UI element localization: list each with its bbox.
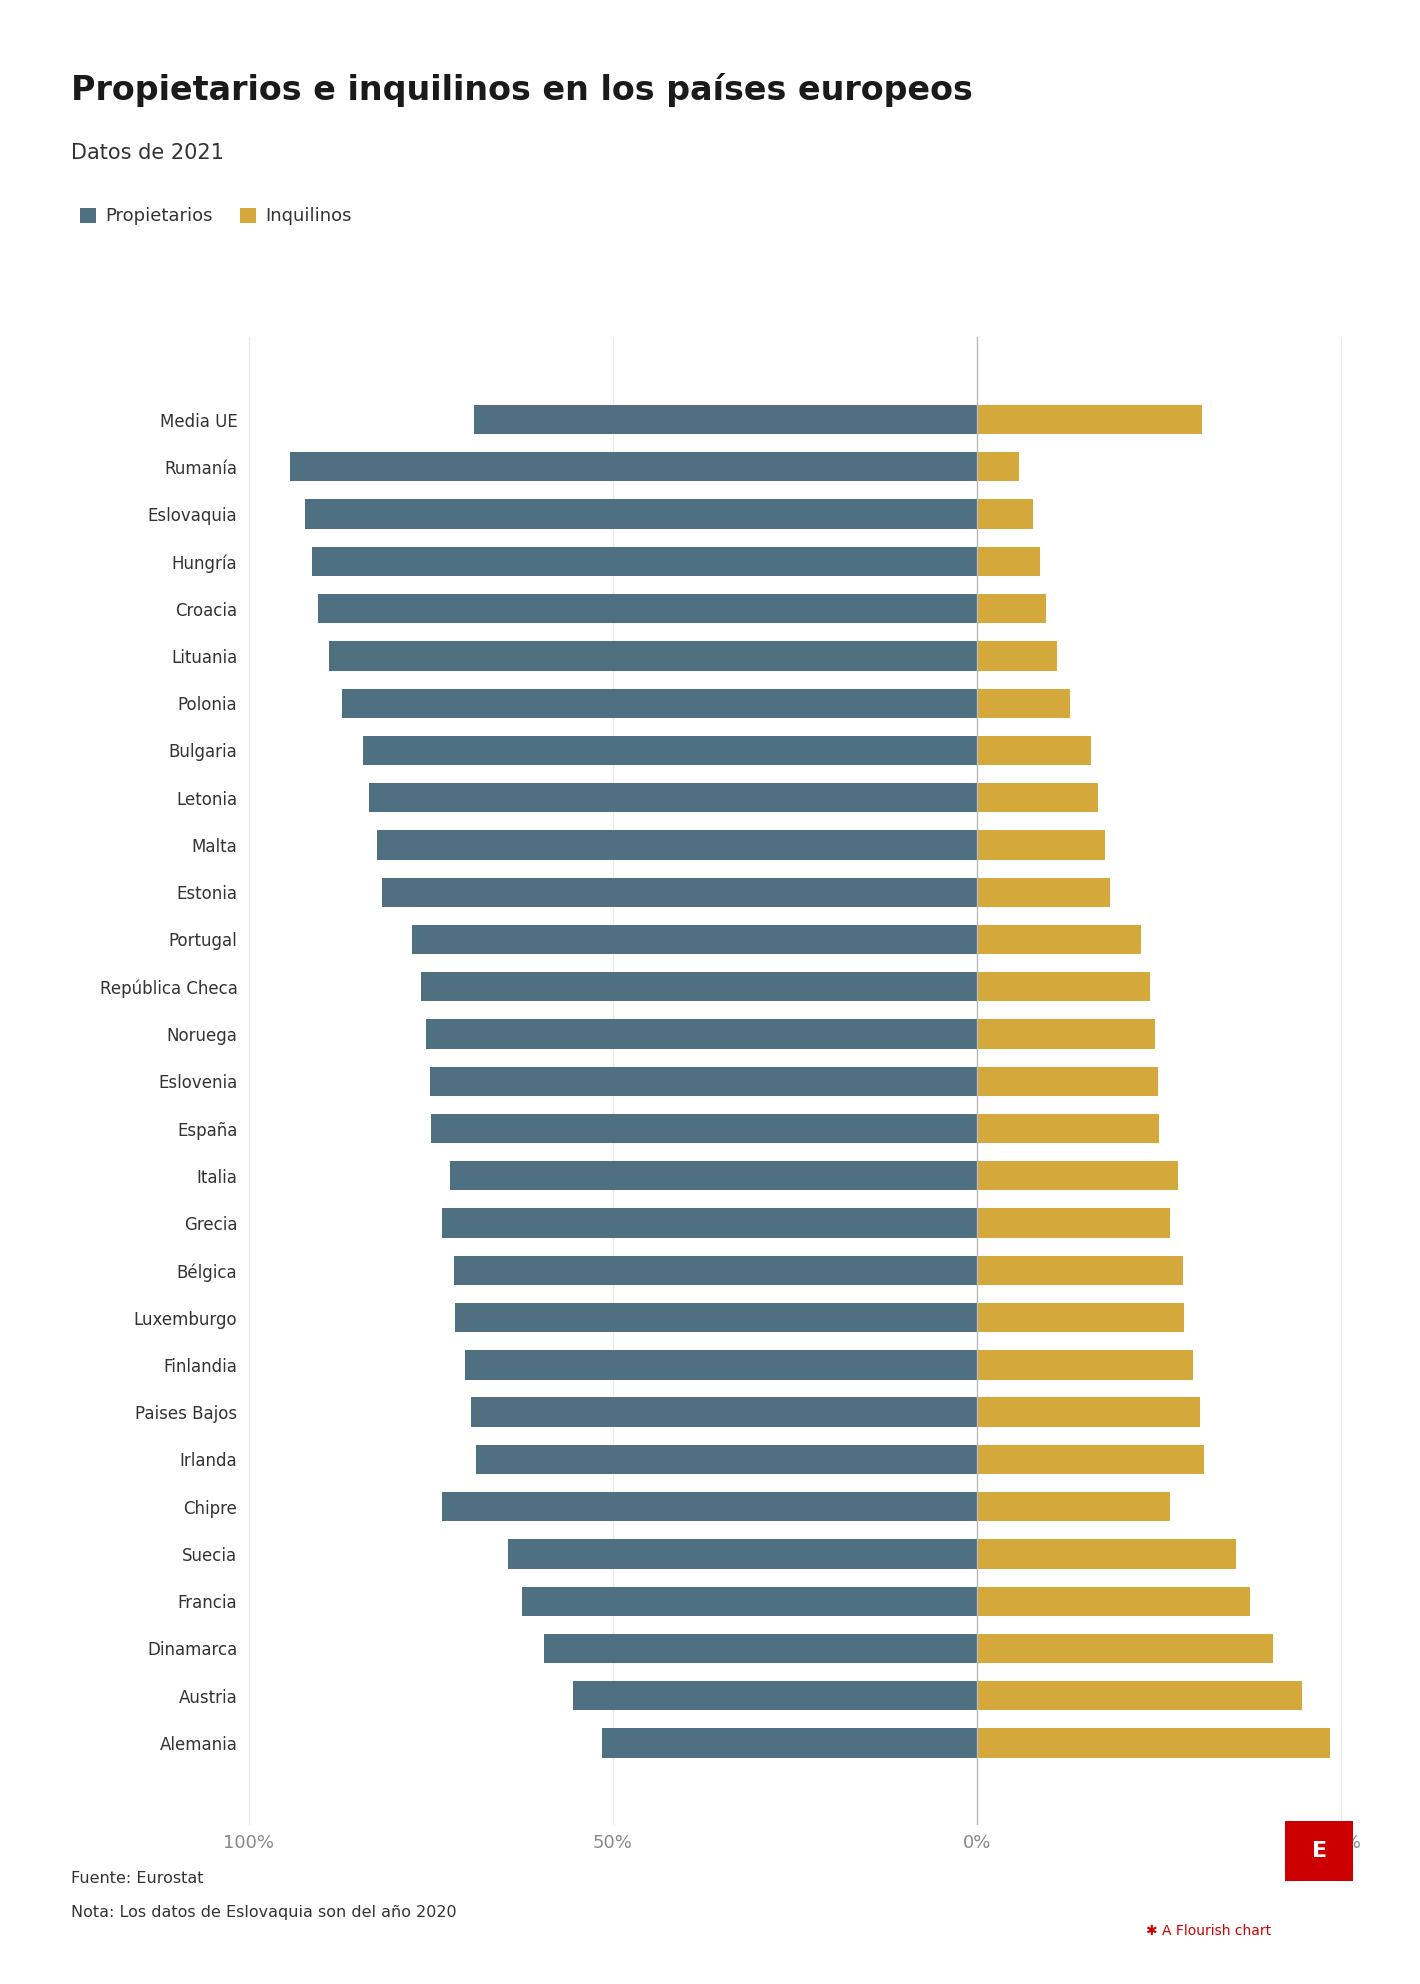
Bar: [412, 925, 977, 954]
Bar: [977, 736, 1092, 766]
Bar: [977, 1492, 1170, 1522]
Bar: [312, 548, 977, 575]
Bar: [521, 1587, 977, 1615]
Bar: [977, 1208, 1170, 1238]
Bar: [369, 784, 977, 811]
Bar: [977, 548, 1041, 575]
Text: Datos de 2021: Datos de 2021: [71, 143, 224, 163]
Bar: [977, 1303, 1184, 1333]
Bar: [422, 972, 977, 1002]
Bar: [318, 593, 977, 623]
Bar: [977, 877, 1110, 907]
Bar: [977, 1020, 1154, 1050]
Bar: [476, 1444, 977, 1474]
Bar: [977, 1256, 1183, 1286]
Bar: [426, 1020, 977, 1050]
Bar: [977, 1587, 1250, 1615]
Bar: [977, 641, 1058, 671]
Bar: [977, 500, 1034, 530]
Bar: [977, 784, 1098, 811]
Bar: [454, 1256, 977, 1286]
Bar: [977, 1161, 1179, 1190]
Bar: [977, 1680, 1302, 1710]
Text: Propietarios e inquilinos en los países europeos: Propietarios e inquilinos en los países …: [71, 73, 973, 107]
Bar: [977, 1540, 1237, 1569]
Bar: [382, 877, 977, 907]
Bar: [977, 1397, 1200, 1426]
Legend: Propietarios, Inquilinos: Propietarios, Inquilinos: [80, 208, 352, 226]
Bar: [474, 405, 977, 434]
Bar: [442, 1208, 977, 1238]
Bar: [456, 1303, 977, 1333]
Bar: [977, 405, 1203, 434]
Bar: [364, 736, 977, 766]
Bar: [464, 1351, 977, 1379]
Bar: [376, 829, 977, 859]
Bar: [977, 1113, 1159, 1143]
Bar: [977, 1728, 1331, 1758]
Text: ✱ A Flourish chart: ✱ A Flourish chart: [1146, 1924, 1271, 1938]
Bar: [977, 452, 1018, 482]
Bar: [430, 1067, 977, 1095]
Bar: [977, 593, 1047, 623]
Bar: [977, 1067, 1159, 1095]
Bar: [977, 1633, 1272, 1663]
Bar: [574, 1680, 977, 1710]
Bar: [977, 1351, 1193, 1379]
Bar: [508, 1540, 977, 1569]
Bar: [977, 925, 1142, 954]
Bar: [977, 972, 1150, 1002]
Bar: [471, 1397, 977, 1426]
Bar: [442, 1492, 977, 1522]
Bar: [342, 688, 977, 718]
Text: Nota: Los datos de Eslovaquia son del año 2020: Nota: Los datos de Eslovaquia son del añ…: [71, 1905, 457, 1921]
Bar: [450, 1161, 977, 1190]
Text: Fuente: Eurostat: Fuente: Eurostat: [71, 1871, 203, 1887]
Bar: [430, 1113, 977, 1143]
Bar: [602, 1728, 977, 1758]
Bar: [977, 1444, 1204, 1474]
Text: E: E: [1312, 1841, 1326, 1861]
Bar: [328, 641, 977, 671]
Bar: [977, 829, 1105, 859]
Bar: [977, 688, 1071, 718]
Bar: [544, 1633, 977, 1663]
Bar: [290, 452, 977, 482]
Bar: [305, 500, 977, 530]
